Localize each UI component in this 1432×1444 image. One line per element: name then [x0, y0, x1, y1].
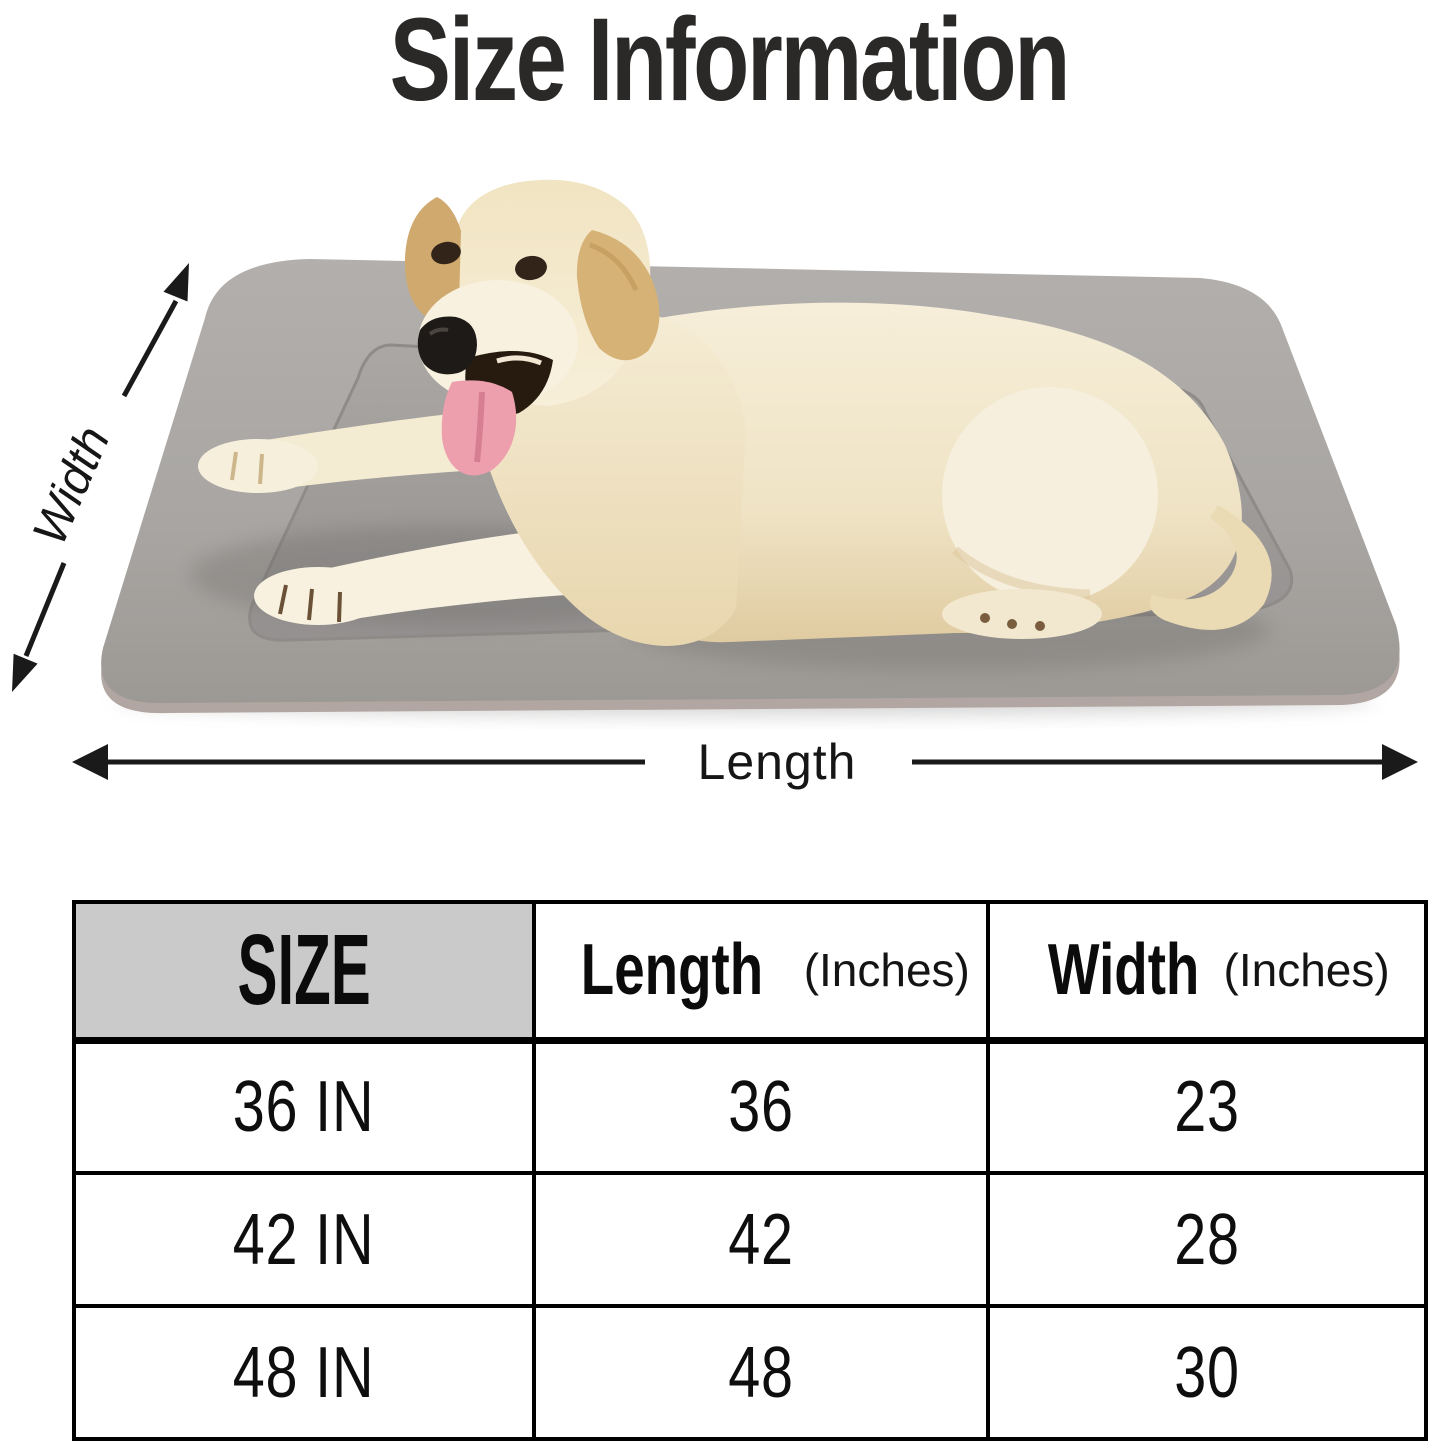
header-cell-length: Length (Inches): [531, 900, 990, 1044]
dog-ear-right: [576, 230, 660, 361]
table-row: 42 IN 42 28: [72, 1171, 1429, 1308]
ear-shading: [589, 242, 639, 292]
header-width-label: Width: [1048, 930, 1200, 1011]
dog-hind-paw: [942, 589, 1102, 639]
paw-toes: [278, 584, 342, 623]
arrowhead: [12, 653, 38, 692]
cell-length-48: 48: [531, 1304, 990, 1441]
paw-nail: [1035, 621, 1045, 631]
header-width-unit: (Inches): [1223, 944, 1390, 997]
dog-eye-right: [515, 255, 547, 281]
size-diagram: Width Length: [0, 118, 1432, 818]
cell-width-42: 28: [985, 1171, 1429, 1308]
dog-tail: [1149, 505, 1272, 630]
cell-width-36: 23: [985, 1038, 1429, 1175]
dog-front-paw-lower: [254, 567, 382, 625]
dog-illustration: [190, 179, 1272, 670]
size-table: SIZE Length (Inches) Width (Inches) 36 IN …: [72, 900, 1429, 1441]
arrowhead: [72, 744, 108, 780]
header-length-unit: (Inches): [803, 944, 970, 997]
length-arrow: Length: [72, 734, 1418, 790]
dog-nose: [417, 316, 477, 375]
header-cell-width: Width (Inches): [985, 900, 1429, 1044]
tongue-crease: [474, 391, 485, 463]
cell-size-42: 42 IN: [72, 1171, 536, 1308]
length-label: Length: [698, 734, 857, 790]
nose-highlight: [428, 327, 449, 336]
cell-size-36: 36 IN: [72, 1038, 536, 1175]
header-cell-size: SIZE: [72, 900, 536, 1044]
cell-length-42: 42: [531, 1171, 990, 1308]
page-title: Size Information: [0, 0, 1432, 126]
width-label: Width: [23, 419, 120, 552]
paw-nail: [980, 613, 990, 623]
header-size-label: SIZE: [237, 913, 371, 1026]
page-title-text: Size Information: [389, 0, 1071, 126]
table-header-row: SIZE Length (Inches) Width (Inches): [72, 900, 1429, 1044]
header-length-label: Length: [580, 930, 763, 1011]
cell-length-36: 36: [531, 1038, 990, 1175]
cell-size-48: 48 IN: [72, 1304, 536, 1441]
paw-toes: [230, 451, 264, 485]
dog-eye-left: [431, 241, 461, 265]
dog-teeth: [496, 355, 542, 366]
dog-thigh-shading: [952, 546, 1091, 599]
dog-front-paw-upper: [198, 439, 318, 493]
table-row: 36 IN 36 23: [72, 1038, 1429, 1175]
paw-nail: [1007, 619, 1017, 629]
arrowhead: [163, 263, 189, 302]
cell-width-48: 30: [985, 1304, 1429, 1441]
size-diagram-svg: Width Length: [12, 179, 1418, 790]
arrowhead: [1382, 744, 1418, 780]
table-row: 48 IN 48 30: [72, 1304, 1429, 1441]
dog-thigh: [942, 387, 1158, 603]
